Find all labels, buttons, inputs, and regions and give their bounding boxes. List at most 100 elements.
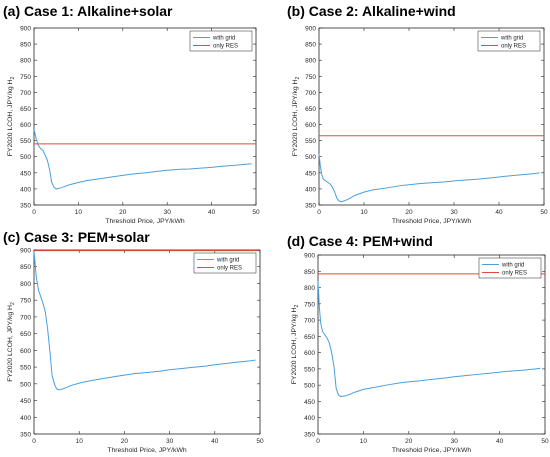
- legend-label-only-res-d: only RES: [502, 271, 527, 277]
- y-tick-label-d: 450: [304, 399, 315, 406]
- y-tick-label-c: 450: [20, 398, 31, 405]
- x-tick-label-d: 30: [451, 438, 459, 445]
- x-tick-label-c: 0: [32, 438, 36, 445]
- y-tick-label-b: 750: [305, 74, 316, 81]
- y-tick-label-a: 450: [20, 170, 31, 177]
- y-tick-label-d: 800: [304, 285, 315, 292]
- y-tick-label-d: 750: [304, 301, 315, 308]
- x-tick-label-a: 50: [252, 209, 260, 216]
- y-axis-label-subscript-a: 2: [10, 77, 16, 80]
- series-line-with-grid-b: [318, 153, 540, 203]
- x-axis-label-d: Threshold Price, JPY/kWh: [392, 447, 472, 454]
- y-tick-label-b: 650: [305, 106, 316, 113]
- y-tick-label-d: 700: [304, 318, 315, 325]
- x-axis-label-b: Threshold Price, JPY/kWh: [392, 218, 472, 225]
- y-tick-label-a: 750: [20, 74, 31, 81]
- y-axis-label-c: FY2020 LCOH, JPY/kg H2: [7, 302, 16, 382]
- y-axis-label-subscript-c: 2: [10, 302, 16, 305]
- x-tick-label-c: 40: [211, 438, 219, 445]
- y-tick-label-c: 350: [20, 432, 31, 439]
- x-tick-label-b: 0: [317, 209, 321, 216]
- x-tick-label-a: 40: [208, 209, 216, 216]
- x-tick-label-d: 50: [541, 438, 549, 445]
- panel-a-title: (a) Case 1: Alkaline+solar: [3, 3, 173, 19]
- y-tick-label-c: 550: [20, 365, 31, 372]
- chart-panel-c: 350 400 450 500 550 600 650 700 750 800 850 900 0 10 2…: [7, 248, 264, 455]
- legend-label-only-res-a: only RES: [213, 44, 238, 50]
- series-line-with-grid-d: [317, 281, 541, 398]
- y-axis-label-subscript-b: 2: [295, 77, 301, 80]
- chart-panel-b: 350 400 450 500 550 600 650 700 750 800 850 900 0 10 2…: [292, 26, 548, 226]
- y-tick-label-a: 650: [20, 106, 31, 113]
- y-tick-label-b: 500: [305, 154, 316, 161]
- y-axis-label-d: FY2020 LCOH, JPY/kg H2: [291, 305, 300, 385]
- plot-area-b: [318, 27, 545, 206]
- x-tick-label-b: 50: [540, 209, 548, 216]
- y-tick-label-b: 350: [305, 203, 316, 210]
- y-tick-label-c: 400: [20, 415, 31, 422]
- x-tick-label-b: 30: [450, 209, 458, 216]
- legend-label-only-res-c: only RES: [217, 266, 242, 272]
- plot-area-a: [33, 27, 257, 206]
- x-axis-label-a: Threshold Price, JPY/kWh: [105, 218, 185, 225]
- y-tick-label-a: 800: [20, 58, 31, 65]
- x-tick-label-c: 50: [256, 438, 264, 445]
- y-tick-label-b: 550: [305, 138, 316, 145]
- y-tick-label-b: 600: [305, 122, 316, 129]
- y-axis-label-b: FY2020 LCOH, JPY/kg H2: [292, 77, 301, 157]
- y-tick-label-b: 400: [305, 186, 316, 193]
- x-tick-label-a: 20: [119, 209, 127, 216]
- x-tick-label-d: 0: [316, 438, 320, 445]
- x-tick-label-b: 40: [495, 209, 503, 216]
- x-tick-label-d: 20: [405, 438, 413, 445]
- plot-area-c: [33, 249, 261, 435]
- x-axis-label-c: Threshold Price, JPY/kWh: [107, 447, 187, 454]
- y-axis-label-a: FY2020 LCOH, JPY/kg H2: [7, 77, 16, 157]
- y-tick-label-b: 700: [305, 90, 316, 97]
- y-tick-label-c: 750: [20, 298, 31, 305]
- y-tick-label-a: 850: [20, 42, 31, 49]
- y-tick-label-c: 850: [20, 264, 31, 271]
- legend-label-with-grid-d: with grid: [501, 263, 524, 269]
- y-tick-label-b: 800: [305, 58, 316, 65]
- chart-panel-d: 350 400 450 500 550 600 650 700 750 800 850 900 0 10 2…: [291, 253, 549, 455]
- y-tick-label-a: 350: [20, 203, 31, 210]
- legend-label-with-grid-b: with grid: [500, 36, 523, 42]
- y-tick-label-a: 500: [20, 154, 31, 161]
- plot-area-d: [317, 254, 546, 435]
- legend-label-with-grid-a: with grid: [212, 36, 235, 42]
- chart-panel-a: 350 400 450 500 550 600 650 700 750 800 850 900 0 10 2…: [7, 26, 260, 226]
- y-tick-label-d: 600: [304, 350, 315, 357]
- x-tick-label-b: 20: [405, 209, 413, 216]
- y-tick-label-d: 500: [304, 383, 315, 390]
- y-tick-label-d: 550: [304, 366, 315, 373]
- y-tick-label-a: 400: [20, 186, 31, 193]
- y-tick-label-c: 600: [20, 348, 31, 355]
- x-tick-label-d: 40: [496, 438, 504, 445]
- panel-d-title: (d) Case 4: PEM+wind: [287, 233, 433, 249]
- series-line-with-grid-a: [33, 129, 252, 190]
- y-tick-label-d: 650: [304, 334, 315, 341]
- y-tick-label-b: 450: [305, 170, 316, 177]
- y-tick-label-d: 900: [304, 253, 315, 260]
- y-tick-label-b: 850: [305, 42, 316, 49]
- x-tick-label-c: 30: [166, 438, 174, 445]
- legend-label-with-grid-c: with grid: [216, 258, 239, 264]
- panel-b-title: (b) Case 2: Alkaline+wind: [287, 3, 456, 19]
- panel-c-title: (c) Case 3: PEM+solar: [3, 229, 150, 245]
- x-tick-label-b: 10: [360, 209, 368, 216]
- y-tick-label-b: 900: [305, 26, 316, 33]
- x-tick-label-d: 10: [360, 438, 368, 445]
- y-tick-label-c: 800: [20, 281, 31, 288]
- y-tick-label-c: 650: [20, 331, 31, 338]
- legend-label-only-res-b: only RES: [501, 44, 526, 50]
- y-tick-label-a: 700: [20, 90, 31, 97]
- x-tick-label-a: 0: [32, 209, 36, 216]
- y-tick-label-a: 550: [20, 138, 31, 145]
- x-tick-label-a: 30: [164, 209, 172, 216]
- y-tick-label-c: 900: [20, 248, 31, 255]
- series-line-with-grid-c: [33, 251, 256, 391]
- x-tick-label-c: 10: [76, 438, 84, 445]
- y-tick-label-d: 850: [304, 269, 315, 276]
- x-tick-label-a: 10: [75, 209, 83, 216]
